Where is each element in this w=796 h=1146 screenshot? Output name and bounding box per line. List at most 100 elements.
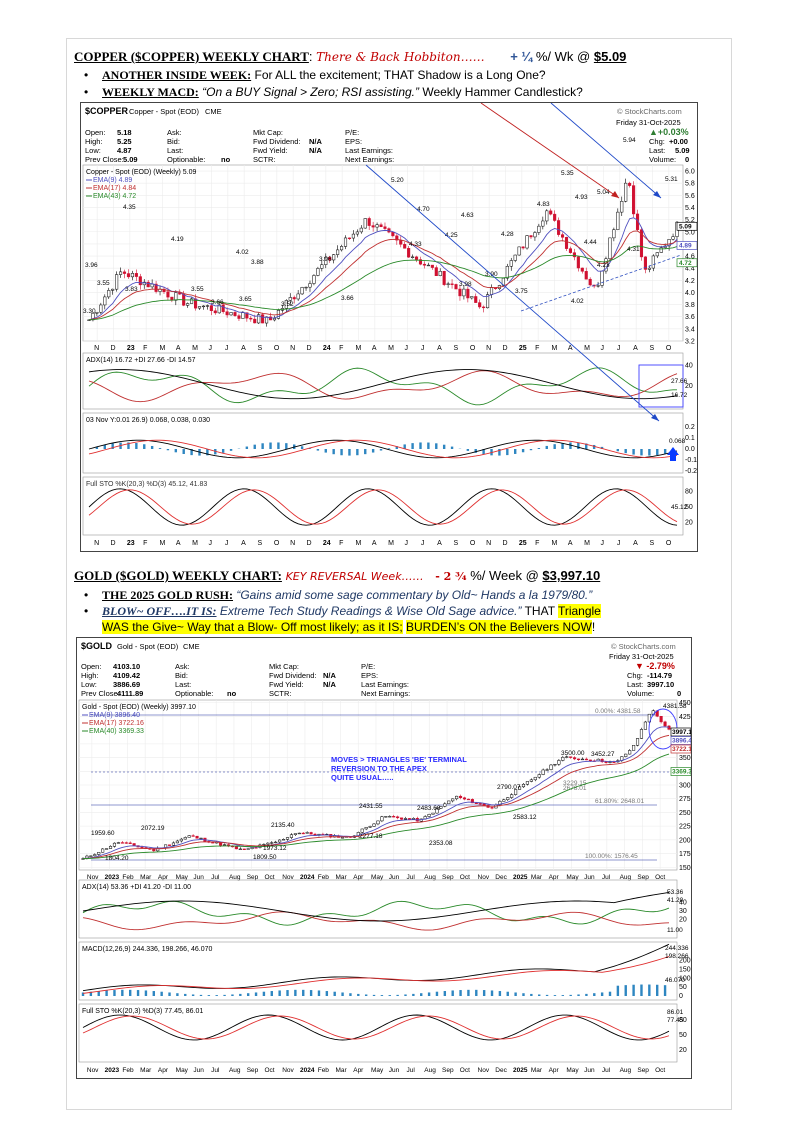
price-label: 4.93	[575, 194, 588, 201]
macd-histogram-bar	[176, 993, 179, 996]
candle	[458, 288, 462, 297]
low-label: Low:	[81, 680, 97, 689]
candle	[580, 758, 585, 761]
x-tick-label: 2024	[300, 874, 315, 881]
sto-k-line	[88, 488, 678, 526]
macd-histogram-bar	[95, 446, 99, 449]
x-tick-label: Jun	[584, 874, 595, 881]
candle	[632, 185, 636, 215]
gold-bullet-2-cont: WAS the Give~ Way that a Blow- Off most …	[102, 620, 595, 634]
macd-histogram-bar	[371, 449, 375, 453]
x-tick-label: Oct	[264, 1067, 274, 1074]
copper-heading: COPPER ($COPPER) WEEKLY CHART: There & B…	[74, 49, 626, 65]
candle	[671, 236, 675, 240]
x-tick-label: Sep	[637, 1067, 649, 1074]
candle	[466, 288, 470, 299]
macd-histogram-bar	[482, 990, 486, 996]
x-tick-label: May	[371, 1067, 384, 1074]
x-tick-label: N	[290, 540, 295, 547]
candle	[126, 273, 131, 278]
optionable-value: no	[227, 689, 237, 698]
x-tick-label: Sep	[247, 874, 259, 881]
annotation-line-2: REVERSION TO THE APEX	[331, 764, 427, 773]
fwd-dividend-label: Fwd Dividend:	[253, 137, 301, 146]
y-tick-label: 2250	[679, 824, 691, 831]
x-tick-label: M	[584, 345, 590, 352]
candle	[179, 838, 183, 842]
candle	[268, 316, 273, 321]
candle	[600, 270, 604, 286]
macd-histogram-bar	[121, 989, 124, 996]
copper-adx-highlight	[638, 364, 684, 408]
macd-histogram-bar	[514, 449, 517, 454]
candle	[368, 826, 372, 828]
candle	[462, 797, 467, 800]
candle	[124, 842, 128, 844]
price-label: 3.98	[459, 281, 472, 288]
macd-histogram-bar	[474, 449, 477, 453]
macd-histogram-bar	[160, 991, 163, 996]
x-tick-label: Apr	[549, 1067, 560, 1074]
gold-sto-lines	[82, 1014, 670, 1041]
price-label: 3.88	[251, 259, 264, 266]
x-tick-label: M	[192, 345, 198, 352]
macd-histogram-bar	[103, 444, 106, 449]
candle	[328, 256, 332, 261]
last-tag: 4.89	[679, 242, 692, 249]
candle	[478, 803, 482, 805]
macd-histogram-bar	[182, 449, 185, 454]
macd-histogram-bar	[396, 994, 399, 996]
macd-histogram-bar	[152, 991, 155, 996]
candle	[384, 816, 388, 818]
legend-ema40: EMA(40) 3369.33	[89, 728, 144, 735]
gold-sto-label: Full STO %K(20,3) %D(3) 77.45, 86.01	[82, 1008, 203, 1015]
candle	[439, 806, 443, 809]
candle	[647, 267, 651, 270]
x-tick-label: F	[535, 540, 539, 547]
candle	[132, 843, 136, 846]
candle	[454, 284, 458, 290]
candle	[414, 256, 419, 260]
candle	[422, 263, 426, 266]
fib-0: 0.00%: 4381.58	[595, 708, 641, 715]
gold-title: GOLD ($GOLD) WEEKLY CHART:	[74, 568, 282, 583]
x-tick-label: Oct	[655, 1067, 665, 1074]
candle	[596, 285, 600, 287]
candle	[351, 233, 355, 239]
legend-ema17: EMA(17) 4.84	[93, 185, 136, 192]
x-tick-label: Apr	[549, 874, 560, 881]
candle	[336, 249, 340, 255]
candle	[525, 781, 529, 785]
candle	[237, 315, 241, 319]
last-label: Last:	[175, 680, 191, 689]
candle	[167, 844, 172, 846]
gold-brand: © StockCharts.com	[611, 642, 676, 651]
minus-di-line	[82, 911, 670, 931]
candle	[431, 812, 435, 815]
sto-tick: 80	[685, 488, 693, 495]
x-tick-label: D	[111, 540, 116, 547]
candle	[190, 298, 194, 304]
candle	[154, 283, 158, 292]
bullet-text: For ALL the excitement; THAT Shadow is a…	[251, 68, 546, 82]
bullet-text: Weekly Hammer Candlestick?	[419, 85, 583, 99]
candle	[284, 300, 288, 309]
price-label: 3452.27	[591, 751, 615, 758]
macd-histogram-bar	[561, 442, 564, 449]
x-tick-label: S	[650, 345, 655, 352]
candle	[399, 239, 403, 245]
price-label: 2353.08	[429, 840, 453, 847]
candle	[238, 848, 242, 850]
x-tick-label: Nov	[282, 1067, 294, 1074]
highlight-triangle: Triangle	[557, 604, 601, 618]
open-value: 5.18	[117, 128, 132, 137]
x-tick-label: Aug	[620, 1067, 632, 1074]
x-tick-label: O	[666, 540, 672, 547]
y-tick-label: 2750	[679, 796, 691, 803]
adx-tick: 20	[679, 916, 687, 923]
right-last-label: Last:	[627, 680, 643, 689]
candle	[455, 795, 459, 800]
gold-symbol: $GOLD	[81, 641, 113, 651]
macd-histogram-bar	[427, 442, 430, 449]
macd-histogram-bar	[521, 449, 525, 453]
